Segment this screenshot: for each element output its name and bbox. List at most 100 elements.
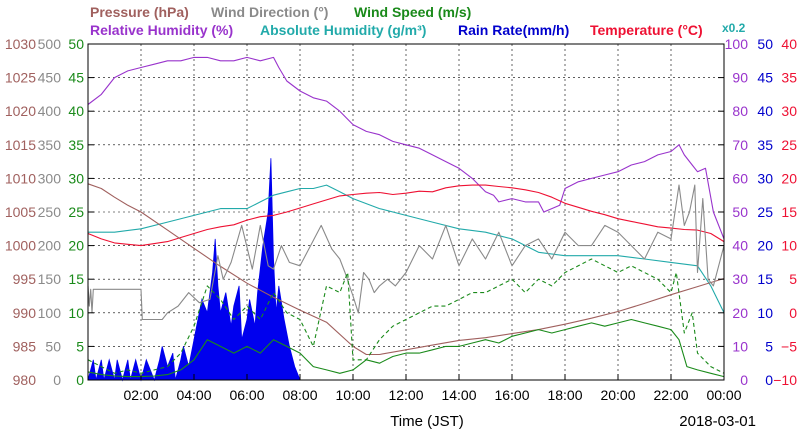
tick-label-rain: 30 <box>757 170 773 186</box>
x-tick-label: 00:00 <box>706 387 741 403</box>
tick-label-wind-speed: 5 <box>76 338 84 354</box>
series-line-temperature-c <box>87 184 725 247</box>
tick-label-pressure: 1005 <box>5 204 36 220</box>
tick-label-temperature: −10 <box>773 372 797 388</box>
tick-label-wind-speed: 40 <box>68 103 84 119</box>
legend-wind-speed: Wind Speed (m/s) <box>354 4 471 20</box>
tick-label-wind-speed: 10 <box>68 305 84 321</box>
tick-label-pressure: 985 <box>13 338 37 354</box>
tick-label-humidity: 10 <box>732 338 748 354</box>
tick-label-temperature: 35 <box>781 70 797 86</box>
x-tick-label: 16:00 <box>494 387 529 403</box>
tick-label-temperature: 30 <box>781 103 797 119</box>
tick-label-temperature: 15 <box>781 204 797 220</box>
tick-label-temperature: 20 <box>781 170 797 186</box>
tick-label-wind-speed: 30 <box>68 170 84 186</box>
tick-label-rain: 35 <box>757 137 773 153</box>
tick-label-pressure: 1030 <box>5 36 36 52</box>
x-tick-label: 22:00 <box>653 387 688 403</box>
series-line-wind-speed-gust-m-s <box>87 258 725 374</box>
tick-label-temperature: 10 <box>781 238 797 254</box>
tick-label-wind-speed: 20 <box>68 238 84 254</box>
tick-label-rain: 10 <box>757 305 773 321</box>
plot-grid <box>88 44 724 380</box>
series-line-relative-humidity <box>87 56 725 240</box>
tick-label-wind-direction: 0 <box>53 372 61 388</box>
x-tick-label: 10:00 <box>335 387 370 403</box>
x-tick-label: 18:00 <box>547 387 582 403</box>
date-label: 2018-03-01 <box>679 413 756 430</box>
tick-label-humidity: 50 <box>732 204 748 220</box>
legend-row-2: Relative Humidity (%) Absolute Humidity … <box>90 21 746 38</box>
tick-label-rain: 20 <box>757 238 773 254</box>
tick-label-pressure: 995 <box>13 271 37 287</box>
series-area-rain-rate-mm-h <box>87 158 301 382</box>
tick-label-humidity: 20 <box>732 305 748 321</box>
series-line-wind-speed-m-s <box>87 318 725 378</box>
tick-label-temperature: 0 <box>789 305 797 321</box>
tick-label-wind-speed: 25 <box>68 204 84 220</box>
tick-label-wind-direction: 200 <box>38 238 62 254</box>
tick-label-wind-direction: 400 <box>38 103 62 119</box>
legend-wind-direction: Wind Direction (°) <box>211 4 328 20</box>
legend-rain-rate: Rain Rate(mm/h) <box>458 22 569 38</box>
x-tick-label: 20:00 <box>600 387 635 403</box>
tick-label-temperature: 25 <box>781 137 797 153</box>
tick-label-humidity: 40 <box>732 238 748 254</box>
tick-label-rain: 15 <box>757 271 773 287</box>
legend-temperature: Temperature (°C) <box>590 22 703 38</box>
tick-label-humidity: 0 <box>740 372 748 388</box>
legend-relative-humidity: Relative Humidity (%) <box>90 22 233 38</box>
tick-label-pressure: 1015 <box>5 137 36 153</box>
tick-label-rain: 45 <box>757 70 773 86</box>
tick-label-wind-speed: 15 <box>68 271 84 287</box>
legend-scale-note: x0.2 <box>722 21 746 35</box>
legend-pressure: Pressure (hPa) <box>90 4 189 20</box>
tick-label-wind-direction: 150 <box>38 271 62 287</box>
tick-label-wind-speed: 45 <box>68 70 84 86</box>
tick-label-humidity: 60 <box>732 170 748 186</box>
chart-axes: 9809859909951000100510101015102010251030… <box>5 36 797 403</box>
tick-label-humidity: 70 <box>732 137 748 153</box>
tick-label-pressure: 990 <box>13 305 37 321</box>
x-tick-label: 02:00 <box>123 387 158 403</box>
tick-label-pressure: 1010 <box>5 170 36 186</box>
tick-label-wind-direction: 300 <box>38 170 62 186</box>
tick-label-wind-direction: 350 <box>38 137 62 153</box>
tick-label-wind-direction: 50 <box>45 338 61 354</box>
tick-label-pressure: 980 <box>13 372 37 388</box>
tick-label-wind-speed: 35 <box>68 137 84 153</box>
x-axis-label: Time (JST) <box>390 413 464 430</box>
legend-row-1: Pressure (hPa) Wind Direction (°) Wind S… <box>90 4 471 20</box>
series-line-absolute-humidity-g-m <box>88 184 725 314</box>
tick-label-humidity: 100 <box>725 36 749 52</box>
x-tick-label: 12:00 <box>388 387 423 403</box>
tick-label-rain: 0 <box>765 372 773 388</box>
x-tick-label: 06:00 <box>229 387 264 403</box>
x-tick-label: 14:00 <box>441 387 476 403</box>
tick-label-rain: 40 <box>757 103 773 119</box>
tick-label-wind-direction: 100 <box>38 305 62 321</box>
tick-label-pressure: 1025 <box>5 70 36 86</box>
legend-absolute-humidity: Absolute Humidity (g/m³) <box>260 22 426 38</box>
tick-label-humidity: 30 <box>732 271 748 287</box>
tick-label-rain: 5 <box>765 338 773 354</box>
chart-marks <box>87 56 725 382</box>
tick-label-wind-direction: 500 <box>38 36 62 52</box>
x-tick-label: 08:00 <box>282 387 317 403</box>
tick-label-temperature: 5 <box>789 271 797 287</box>
series-line-wind-direction <box>87 184 725 321</box>
tick-label-wind-direction: 450 <box>38 70 62 86</box>
tick-label-pressure: 1020 <box>5 103 36 119</box>
x-tick-label: 04:00 <box>176 387 211 403</box>
tick-label-humidity: 90 <box>732 70 748 86</box>
tick-label-wind-speed: 0 <box>76 372 84 388</box>
tick-label-temperature: −5 <box>781 338 797 354</box>
tick-label-humidity: 80 <box>732 103 748 119</box>
tick-label-rain: 50 <box>757 36 773 52</box>
series-line-pressure-hpa <box>87 183 725 356</box>
tick-label-temperature: 40 <box>781 36 797 52</box>
tick-label-wind-direction: 250 <box>38 204 62 220</box>
tick-label-wind-speed: 50 <box>68 36 84 52</box>
